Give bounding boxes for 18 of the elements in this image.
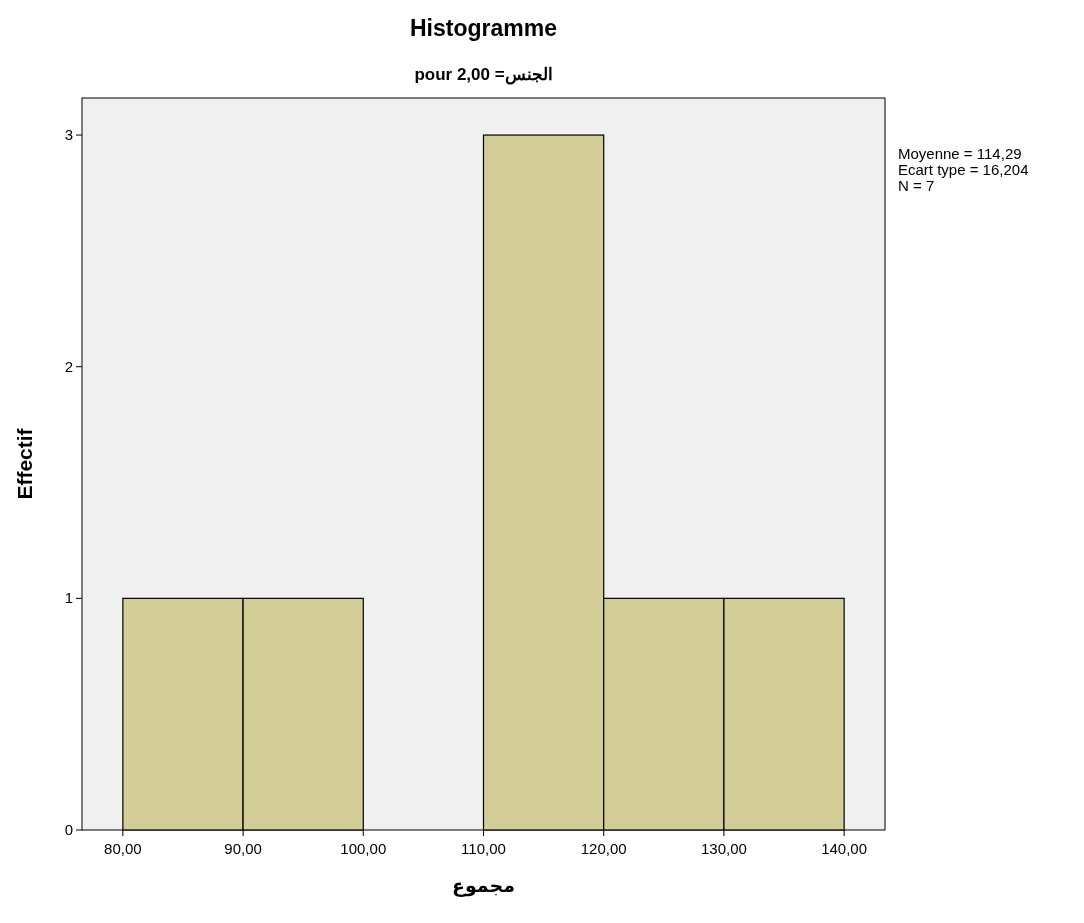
y-axis-title: Effectif xyxy=(13,427,36,500)
chart-subtitle: pour الجنس= 2,00 xyxy=(414,65,553,85)
x-axis-title: مجموع xyxy=(451,874,516,897)
y-tick-label: 2 xyxy=(64,357,73,375)
x-tick-label: 100,00 xyxy=(340,840,387,857)
y-tick-label: 3 xyxy=(64,126,73,144)
x-tick-label: 80,00 xyxy=(104,840,142,857)
x-tick-label: 120,00 xyxy=(580,840,627,857)
x-tick-label: 110,00 xyxy=(461,840,506,857)
x-tick-label: 90,00 xyxy=(224,840,262,857)
y-tick-label: 1 xyxy=(64,589,73,607)
x-tick-label: 140,00 xyxy=(821,840,868,857)
text: Ecart type = 16,204 xyxy=(898,161,1029,178)
chart-title: Histogramme xyxy=(410,15,557,41)
text: N = 7 xyxy=(898,177,935,194)
x-tick-label: 130,00 xyxy=(700,840,747,857)
text: Moyenne = 114,29 xyxy=(898,145,1022,162)
y-tick-label: 0 xyxy=(64,821,73,838)
